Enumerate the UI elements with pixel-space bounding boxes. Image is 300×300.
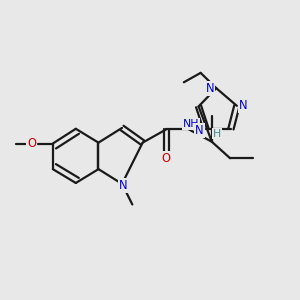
Text: N: N [119,179,128,192]
Text: N: N [195,124,204,137]
Text: H: H [213,128,221,139]
Text: O: O [27,137,36,150]
Text: H: H [213,128,221,139]
Text: O: O [162,152,171,165]
Text: N: N [239,99,248,112]
Text: NH: NH [183,119,200,129]
Text: N: N [206,82,214,95]
